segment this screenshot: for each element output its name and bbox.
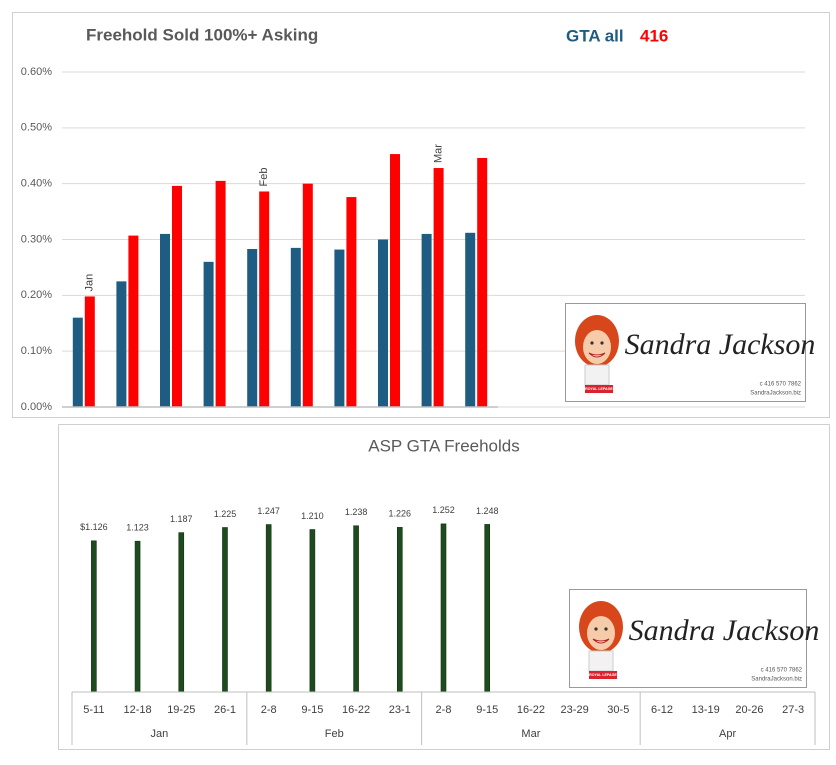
- bar: [203, 261, 214, 407]
- data-label: 1.252: [432, 505, 455, 515]
- x-tick-label: 23-1: [389, 704, 411, 716]
- bar: [433, 168, 444, 407]
- bar: [421, 233, 432, 407]
- x-tick-label: 9-15: [476, 704, 498, 716]
- chart-title: ASP GTA Freeholds: [368, 436, 520, 455]
- bar: [247, 248, 258, 407]
- group-label: Apr: [719, 728, 736, 740]
- bar: [334, 249, 345, 407]
- bar: [484, 524, 491, 693]
- bar: [346, 197, 357, 407]
- x-tick-label: 13-19: [692, 704, 720, 716]
- data-label: 1.187: [170, 514, 193, 524]
- y-tick-label: 0.00%: [21, 401, 52, 413]
- logo-eye: [604, 627, 608, 631]
- data-label: 1.248: [476, 506, 499, 516]
- logo-face: [587, 616, 615, 650]
- logo-eye: [590, 341, 594, 345]
- logo-body: [584, 364, 610, 386]
- logo-name: Sandra Jackson: [629, 614, 820, 647]
- y-tick-label: 0.40%: [21, 178, 52, 190]
- logo-face: [583, 330, 611, 364]
- legend-entry: GTA all: [566, 26, 624, 45]
- logo-brand-bar: [585, 385, 613, 393]
- bar: [222, 527, 228, 693]
- x-tick-label: 19-25: [167, 704, 195, 716]
- data-label: 1.225: [214, 509, 237, 519]
- logo-phone: c 416 570 7862: [760, 382, 802, 388]
- bar: [84, 296, 95, 407]
- month-annotation: Jan: [84, 274, 96, 292]
- logo: ROYAL LEPAGE Sandra Jackson c 416 570 7862…: [569, 589, 820, 688]
- x-tick-label: 30-5: [607, 704, 629, 716]
- data-label: 1.210: [301, 511, 324, 521]
- x-tick-label: 2-8: [261, 704, 277, 716]
- month-annotation: Feb: [258, 168, 270, 187]
- group-label: Jan: [151, 728, 169, 740]
- bar: [265, 524, 272, 693]
- logo-site: SandraJackson.biz: [751, 677, 802, 683]
- bar: [91, 540, 97, 693]
- data-label: $1.126: [80, 522, 108, 532]
- bar: [440, 523, 447, 693]
- logo-brand: ROYAL LEPAGE: [585, 387, 613, 391]
- bar: [128, 235, 139, 407]
- y-tick-label: 0.50%: [21, 122, 52, 134]
- data-label: 1.226: [389, 509, 412, 519]
- x-tick-label: 5-11: [83, 704, 104, 716]
- bar: [259, 191, 270, 407]
- bar: [178, 532, 185, 693]
- month-annotation: Mar: [433, 144, 445, 163]
- x-tick-label: 9-15: [301, 704, 323, 716]
- bar: [134, 540, 141, 693]
- x-tick-label: 27-3: [782, 704, 804, 716]
- logo-body: [588, 650, 614, 672]
- bar: [215, 180, 226, 407]
- legend-entry: 416: [640, 26, 668, 45]
- x-tick-label: 16-22: [517, 704, 545, 716]
- logo-eye: [600, 341, 604, 345]
- y-tick-label: 0.20%: [21, 289, 52, 301]
- logo-brand-bar: [589, 671, 617, 679]
- logo-site: SandraJackson.biz: [750, 391, 801, 397]
- x-tick-label: 23-29: [561, 704, 589, 716]
- y-tick-label: 0.30%: [21, 233, 52, 245]
- bar: [302, 183, 313, 407]
- bar: [72, 317, 83, 407]
- logo-eye: [594, 627, 598, 631]
- bar: [309, 529, 316, 693]
- bar: [160, 233, 170, 407]
- logo-brand: ROYAL LEPAGE: [589, 673, 617, 677]
- y-tick-label: 0.10%: [21, 345, 52, 357]
- group-label: Mar: [521, 728, 540, 740]
- bar: [378, 239, 388, 407]
- bar: [477, 157, 488, 407]
- data-label: 1.123: [126, 523, 149, 533]
- bar: [172, 185, 182, 407]
- bar: [116, 281, 127, 407]
- y-tick-label: 0.60%: [21, 66, 52, 78]
- x-tick-label: 16-22: [342, 704, 370, 716]
- logo-name: Sandra Jackson: [625, 328, 816, 361]
- bar: [396, 527, 403, 693]
- logo-phone: c 416 570 7862: [761, 668, 803, 674]
- x-tick-label: 26-1: [214, 704, 236, 716]
- bar: [390, 154, 400, 407]
- x-tick-label: 20-26: [735, 704, 763, 716]
- data-label: 1.247: [257, 506, 280, 516]
- group-label: Feb: [325, 728, 344, 740]
- chart-title: Freehold Sold 100%+ Asking: [86, 25, 318, 44]
- x-tick-label: 12-18: [123, 704, 151, 716]
- bar: [465, 232, 476, 407]
- data-label: 1.238: [345, 507, 368, 517]
- logo: ROYAL LEPAGE Sandra Jackson c 416 570 7862…: [565, 303, 816, 402]
- logo-smile: [588, 352, 606, 358]
- bar: [290, 247, 301, 407]
- x-tick-label: 6-12: [651, 704, 673, 716]
- logo-smile: [592, 638, 610, 644]
- bar: [353, 525, 359, 693]
- x-tick-label: 2-8: [436, 704, 452, 716]
